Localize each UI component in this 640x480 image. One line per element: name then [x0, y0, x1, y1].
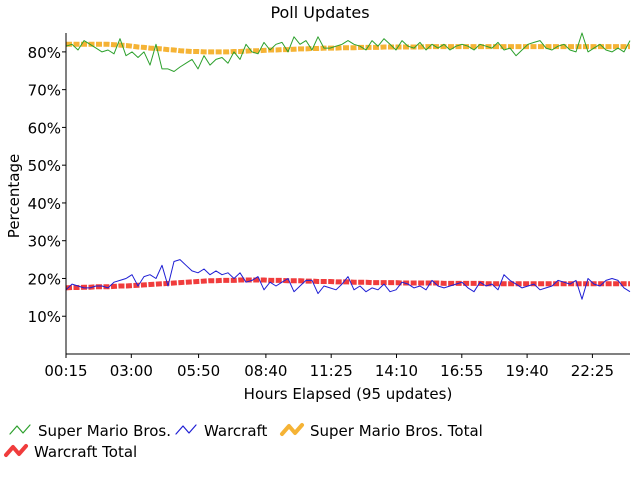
x-tick-label: 00:15: [44, 362, 87, 380]
x-tick-label: 11:25: [310, 362, 353, 380]
legend-swatch-3: [4, 444, 28, 457]
series-line-2: [66, 41, 630, 55]
y-tick-label: 50%: [28, 157, 61, 175]
x-tick-label: 19:40: [505, 362, 548, 380]
y-tick-label: 10%: [28, 308, 61, 326]
x-tick-label: 16:55: [440, 362, 483, 380]
y-axis-label: Percentage: [5, 154, 23, 238]
legend-swatch-2: [280, 423, 304, 436]
y-tick-label: 80%: [28, 44, 61, 62]
legend-label-0: Super Mario Bros.: [38, 422, 171, 440]
y-tick-label: 40%: [28, 195, 61, 213]
x-tick-label: 08:40: [244, 362, 287, 380]
y-tick-label: 30%: [28, 233, 61, 251]
legend-label-2: Super Mario Bros. Total: [310, 422, 483, 440]
series-line-1: [65, 259, 631, 300]
x-tick-label: 14:10: [375, 362, 418, 380]
y-tick-label: 20%: [28, 270, 61, 288]
y-tick-label: 70%: [28, 82, 61, 100]
y-axis-ticks: 10% 20% 30% 40% 50% 60% 70% 80%: [28, 44, 66, 326]
legend-label-1: Warcraft: [204, 422, 268, 440]
x-tick-label: 05:50: [177, 362, 220, 380]
x-tick-label: 22:25: [571, 362, 614, 380]
plot-area: [65, 32, 631, 300]
series-line-0: [65, 32, 631, 72]
x-axis-ticks: 00:15 03:00 05:50 08:40 11:25 14:10 16:55 19:40…: [44, 354, 614, 380]
axes: [65, 33, 630, 355]
x-axis-label: Hours Elapsed (95 updates): [244, 385, 453, 403]
legend-label-3: Warcraft Total: [34, 443, 137, 461]
y-tick-label: 60%: [28, 119, 61, 137]
series-line-3: [65, 277, 630, 291]
legend: Super Mario Bros. Warcraft Super Mario Bro…: [4, 422, 483, 461]
chart-title: Poll Updates: [270, 3, 369, 22]
legend-swatch-0: [9, 424, 31, 435]
legend-swatch-1: [175, 424, 197, 435]
x-tick-label: 03:00: [110, 362, 153, 380]
